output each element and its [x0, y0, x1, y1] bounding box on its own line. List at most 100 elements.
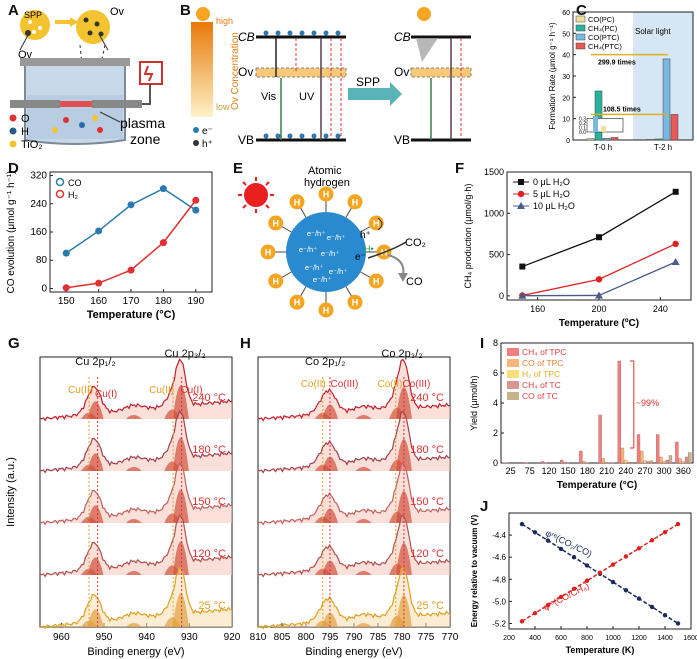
peak-label: Cu(II) [149, 385, 174, 396]
x-tick-label: 600 [555, 635, 567, 642]
inset-tick-label: 0.1 [579, 125, 586, 131]
x-tick-label: 170 [123, 296, 140, 307]
y-axis-label: Yield (μmol/h) [469, 375, 479, 430]
low-label: low [216, 102, 230, 112]
h-atom-label: H [352, 298, 359, 308]
data-point [672, 188, 679, 195]
y-tick-label: -4.8 [492, 575, 506, 584]
inset-bar [601, 126, 606, 132]
times-label-2: 108.5 times [603, 106, 641, 113]
x-tick-label: 200 [591, 304, 606, 314]
legend-swatch [575, 33, 586, 41]
h-atom-label: H [273, 277, 280, 287]
spp-label: SPP [24, 10, 42, 20]
spectrum-curve [39, 358, 233, 422]
legend-label: H₂ [68, 190, 78, 200]
inset-tick-label: 0.2 [579, 121, 586, 127]
data-point [62, 284, 70, 292]
e-legend: e⁻ [202, 126, 213, 137]
panel-c-chart: Solar light 0 10 20 30 40 50 60 T-0 h T-2 h Format… [548, 10, 694, 152]
legend-swatch [575, 42, 586, 50]
x-tick-label: 180 [155, 296, 172, 307]
fit-peak [81, 568, 98, 575]
x-tick-label: 1200 [631, 635, 647, 642]
data-point [671, 258, 680, 266]
data-point [127, 266, 135, 274]
peak-label: Cu(I) [180, 385, 202, 396]
panel-d-chart: 150 160 170 180 190 0 80 160 240 320 CO H₂ Temperatu… [6, 170, 213, 320]
x-tick-label: 800 [298, 632, 315, 643]
peak-label: Co(II) [301, 379, 326, 390]
y-tick-label: 0 [499, 291, 504, 301]
zone-label: zone [130, 131, 161, 147]
peak-label: Cu(II) [68, 385, 93, 396]
x-tick-label: 920 [224, 632, 240, 643]
bar [560, 459, 564, 464]
series-line [522, 243, 676, 297]
vb-label-1: VB [238, 133, 254, 147]
legend-swatch [507, 381, 519, 389]
spectrum-curve [257, 514, 451, 578]
x-tick-label: 950 [96, 632, 113, 643]
y-tick-label: 6 [493, 368, 498, 378]
data-point [159, 239, 167, 247]
data-point [595, 276, 603, 283]
panel-g-xps: 960 950 940 930 920 Binding energy (eV) Intens… [5, 348, 240, 658]
x-tick-label: 190 [187, 296, 204, 307]
plot-frame [508, 512, 692, 630]
h-atom [289, 194, 305, 210]
bar [688, 452, 692, 464]
data-point [159, 185, 167, 193]
spp-arrow-label: SPP [356, 75, 380, 89]
h-atom [289, 294, 305, 310]
y-tick-label: 0 [566, 138, 570, 145]
bar [646, 139, 655, 141]
legend-swatch [507, 370, 519, 378]
fit-peak [172, 541, 189, 575]
x-tick-label: 940 [138, 632, 155, 643]
x-tick-label: 160 [530, 304, 545, 314]
x-tick-label: 25 [506, 466, 516, 476]
y-tick-label: -5.2 [492, 619, 506, 628]
panel-label-g: G [8, 335, 20, 352]
temperature-label: 180 °C [192, 444, 226, 456]
eh-pair-label: e⁻/h⁺ [299, 245, 317, 254]
h-atom [318, 186, 334, 202]
data-point [558, 546, 564, 552]
y-tick-label: 320 [30, 171, 47, 182]
panel-label-b: B [180, 2, 191, 19]
x-tick-label: 930 [181, 632, 198, 643]
series-line [66, 199, 197, 289]
series-line [65, 187, 197, 254]
data-point [649, 604, 655, 610]
y-axis-label: Formation Rate (μmol g⁻¹ h⁻¹) [548, 22, 557, 130]
spectrum-envelope [258, 515, 450, 577]
h-atom-label: H [373, 277, 380, 287]
fit-peak [355, 571, 372, 575]
spectrum-envelope [40, 463, 232, 525]
peak-label: Co 2p₃/₂ [381, 348, 422, 360]
x-tick-label: 1600 [683, 635, 697, 642]
y-tick-label: 2 [493, 428, 498, 438]
h-atom-label: H [373, 219, 380, 229]
y-tick-label: 4 [493, 398, 498, 408]
y-tick-label: -4.6 [492, 553, 506, 562]
legend-h: H [21, 126, 29, 138]
legend-marker [517, 190, 525, 198]
fit-peak [355, 415, 372, 419]
data-point [596, 234, 602, 241]
reduction-label: ~99% [636, 398, 659, 408]
legend-label: 10 μL H₂O [533, 201, 575, 211]
x-tick-label: 775 [418, 632, 435, 643]
peak-label: Co 2p₁/₂ [305, 356, 345, 368]
data-point [519, 619, 525, 624]
x-tick-label: 1400 [657, 635, 673, 642]
peak-label: Co(III) [403, 379, 431, 390]
fit-peak [314, 568, 331, 575]
solar-light-label: Solar light [635, 27, 671, 36]
temperature-label: 120 °C [410, 548, 444, 560]
tio2-sphere [286, 212, 366, 292]
x-tick-label: 200 [503, 635, 515, 642]
eh-pair-label: e⁻/h⁺ [313, 275, 331, 284]
data-point [623, 588, 629, 593]
